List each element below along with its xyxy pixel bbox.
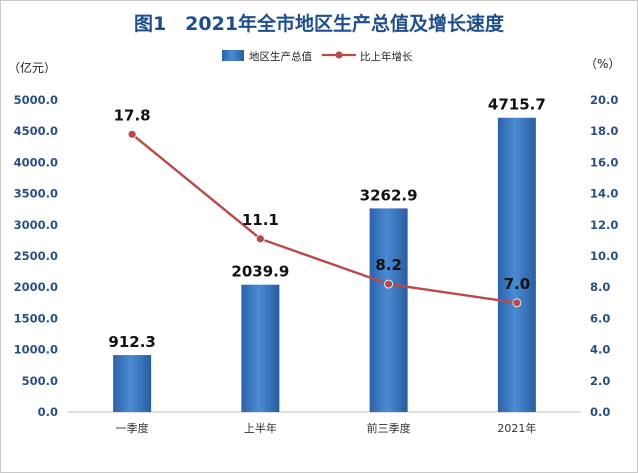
right-y-tick-label: 0.0	[590, 405, 610, 419]
right-y-tick-label: 8.0	[590, 280, 610, 294]
right-y-tick-label: 20.0	[590, 93, 618, 107]
legend: 地区生产总值 比上年增长	[222, 50, 413, 63]
right-y-tick-label: 14.0	[590, 187, 618, 201]
line-value-label: 17.8	[114, 106, 151, 124]
line-point	[255, 234, 265, 244]
bar-value-label: 3262.9	[360, 186, 418, 204]
left-y-tick-label: 3000.0	[14, 218, 58, 232]
bar	[241, 284, 280, 412]
left-y-axis-ticks: 5000.0 4500.0 4000.0 3500.0 3000.0 2500.0 2000…	[14, 93, 58, 419]
x-tick-label: 2021年	[497, 421, 536, 435]
line-value-label: 11.1	[242, 211, 279, 229]
bar	[369, 208, 408, 412]
left-y-tick-label: 5000.0	[14, 93, 58, 107]
bar	[113, 355, 152, 412]
bar-value-label: 2039.9	[231, 263, 289, 281]
legend-line-label: 比上年增长	[360, 50, 413, 63]
bar-value-label: 912.3	[108, 333, 155, 351]
left-y-tick-label: 2500.0	[14, 249, 58, 263]
legend-bar-swatch	[222, 50, 244, 61]
bar	[497, 117, 536, 412]
left-y-tick-label: 1500.0	[14, 311, 58, 325]
left-y-tick-label: 0.0	[38, 405, 58, 419]
left-axis-unit: （亿元）	[8, 60, 56, 75]
left-y-tick-label: 4500.0	[14, 124, 58, 138]
right-y-axis-ticks: 20.0 18.0 16.0 14.0 12.0 10.0 8.0 6.0 4.0 2.0 0.0	[590, 93, 618, 419]
x-tick-label: 上半年	[244, 421, 277, 435]
chart-title: 图1 2021年全市地区生产总值及增长速度	[134, 12, 505, 35]
line-path	[131, 133, 518, 304]
x-tick-label: 一季度	[116, 421, 149, 435]
right-y-tick-label: 16.0	[590, 155, 618, 169]
x-tick-label: 前三季度	[367, 421, 411, 435]
legend-line-marker	[335, 51, 343, 59]
bar-series: 912.3 2039.9 3262.9 4715.7	[108, 96, 546, 412]
right-y-tick-label: 12.0	[590, 218, 618, 232]
line-value-label: 8.2	[375, 256, 402, 274]
legend-bar-label: 地区生产总值	[249, 50, 312, 63]
left-y-tick-label: 2000.0	[14, 280, 58, 294]
left-y-tick-label: 3500.0	[14, 187, 58, 201]
right-y-tick-label: 6.0	[590, 311, 610, 325]
right-y-tick-label: 2.0	[590, 374, 610, 388]
right-y-tick-label: 10.0	[590, 249, 618, 263]
left-y-tick-label: 1000.0	[14, 343, 58, 357]
right-y-tick-label: 4.0	[590, 343, 610, 357]
right-y-tick-label: 18.0	[590, 124, 618, 138]
line-point	[512, 298, 522, 308]
left-y-tick-label: 4000.0	[14, 155, 58, 169]
line-point	[384, 279, 394, 289]
x-axis-ticks: 一季度 上半年 前三季度 2021年	[116, 421, 537, 435]
bar-value-label: 4715.7	[488, 96, 546, 114]
line-value-label: 7.0	[504, 275, 531, 293]
right-axis-unit: （%）	[585, 57, 620, 71]
line-point	[127, 129, 137, 139]
line-series: 17.8 11.1 8.2 7.0	[114, 106, 531, 308]
left-y-tick-label: 500.0	[22, 374, 58, 388]
